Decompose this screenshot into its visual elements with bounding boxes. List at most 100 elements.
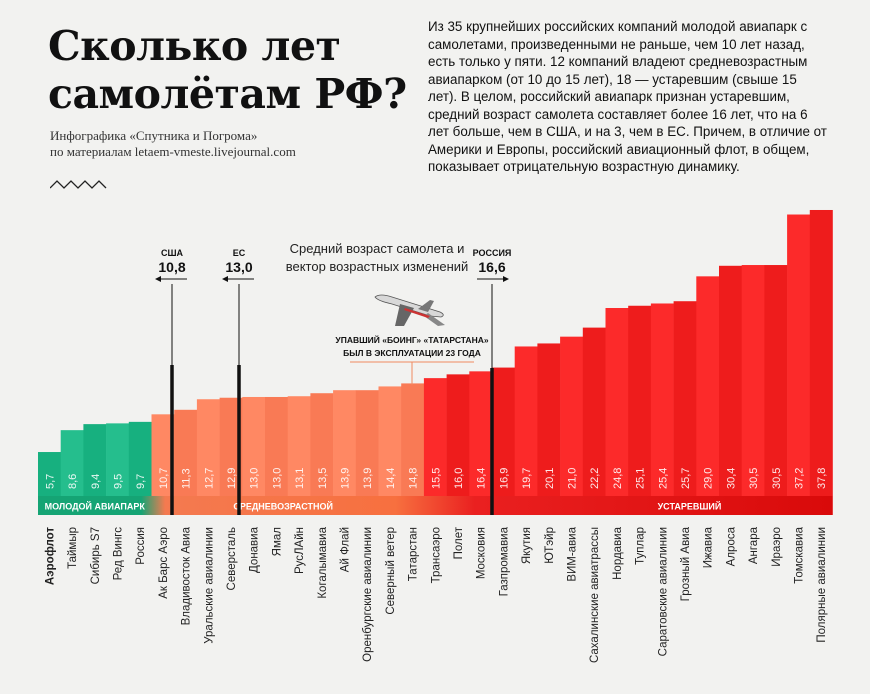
data-label: 30,5	[771, 468, 783, 489]
data-label: 25,4	[657, 468, 669, 489]
data-label: 5,7	[44, 474, 56, 489]
category-label: Ангара	[748, 526, 760, 564]
data-label: 37,8	[816, 468, 828, 489]
category-label: Саратовские авиалинии	[657, 527, 669, 656]
page-title: Сколько лет самолётам РФ?	[48, 22, 407, 118]
bar	[128, 421, 152, 515]
data-label: 9,5	[112, 474, 124, 489]
data-label: 30,4	[725, 468, 737, 489]
reference-value: 16,6	[478, 259, 505, 275]
data-label: 11,3	[181, 468, 193, 489]
category-label: Полет	[453, 526, 465, 559]
category-label: Таймыр	[67, 527, 79, 569]
data-label: 20,1	[544, 468, 556, 489]
bar	[60, 430, 84, 515]
bar	[174, 409, 198, 515]
bar	[401, 383, 425, 515]
category-label: Ираэро	[771, 527, 783, 567]
arrow-left-icon	[222, 276, 228, 282]
category-label: Ижавиа	[703, 526, 715, 568]
data-label: 13,1	[294, 468, 306, 489]
group-label: УСТАРЕВШИЙ	[658, 501, 722, 512]
category-label: Россия	[135, 527, 147, 565]
data-label: 16,4	[476, 468, 488, 489]
category-label: Газпромавиа	[498, 526, 510, 596]
data-label: 13,5	[317, 468, 329, 489]
category-label: Северсталь	[226, 527, 238, 590]
bar	[741, 265, 765, 515]
category-label: Донавиа	[249, 526, 261, 573]
group-label: МОЛОДОЙ АВИАПАРК	[45, 501, 146, 512]
data-label: 8,6	[67, 474, 79, 489]
category-label: Когалымавиа	[317, 526, 329, 598]
bar	[355, 390, 379, 515]
category-label: Ай Флай	[339, 527, 351, 572]
annotation-line-2: БЫЛ В ЭКСПЛУАТАЦИИ 23 ГОДА	[343, 348, 481, 358]
category-label: Ямал	[271, 527, 283, 556]
data-label: 16,9	[498, 468, 510, 489]
bar	[560, 336, 584, 515]
bar	[628, 305, 652, 515]
category-label: Туплар	[635, 527, 647, 565]
data-label: 12,7	[203, 468, 215, 489]
bar	[809, 209, 833, 515]
data-label: 30,5	[748, 468, 760, 489]
group-label: СРЕДНЕВОЗРАСТНОЙ	[233, 501, 333, 512]
data-label: 25,7	[680, 468, 692, 489]
bar	[423, 378, 447, 515]
data-label: 19,7	[521, 468, 533, 489]
bar	[83, 424, 107, 515]
category-label: Трансаэро	[430, 527, 442, 583]
bar	[378, 386, 402, 515]
category-label: ВИМ-авиа	[566, 526, 578, 581]
subtitle-line-2: по материалам letaem-vmeste.livejournal.…	[50, 144, 296, 159]
category-label: Аэрофлот	[44, 527, 56, 586]
category-label: Алроса	[725, 526, 737, 566]
reference-value: 13,0	[225, 259, 252, 275]
annotation-line-1: УПАВШИЙ «БОИНГ» «ТАТАРСТАНА»	[335, 334, 488, 345]
subtitle: Инфографика «Спутника и Погрома» по мате…	[50, 128, 296, 160]
data-label: 14,8	[408, 468, 420, 489]
bar	[787, 214, 811, 515]
category-label: Нордавиа	[612, 526, 624, 579]
subtitle-line-1: Инфографика «Спутника и Погрома»	[50, 128, 258, 143]
data-label: 37,2	[793, 468, 805, 489]
reference-label: ЕС	[233, 248, 246, 258]
category-label: Полярные авиалинии	[816, 527, 828, 643]
bar	[582, 327, 606, 515]
bar	[605, 308, 629, 515]
reference-value: 10,8	[158, 259, 185, 275]
data-label: 25,1	[635, 468, 647, 489]
data-label: 9,4	[90, 474, 102, 489]
data-label: 12,9	[226, 468, 238, 489]
data-label: 15,5	[430, 468, 442, 489]
data-label: 9,7	[135, 474, 147, 489]
category-label: Владивосток Авиа	[181, 526, 193, 625]
category-label: Татарстан	[408, 527, 420, 581]
data-label: 14,4	[385, 468, 397, 489]
bar	[764, 265, 788, 515]
category-label: Северный ветер	[385, 527, 397, 615]
description: Из 35 крупнейших российских компаний мол…	[428, 19, 827, 174]
data-label: 22,2	[589, 468, 601, 489]
category-label: Томскавиа	[793, 526, 805, 583]
bar	[196, 399, 220, 515]
bar	[446, 374, 470, 515]
category-label: Ред Вингс	[112, 527, 124, 581]
category-label: ЮТэйр	[544, 527, 556, 564]
data-label: 13,0	[249, 468, 261, 489]
bar	[287, 396, 311, 515]
bar	[719, 265, 742, 515]
bar	[673, 301, 697, 515]
category-label: Оренбургские авиалинии	[362, 527, 374, 662]
data-label: 21,0	[566, 468, 578, 489]
reference-label: США	[161, 248, 184, 258]
bar	[537, 343, 561, 515]
bar	[696, 276, 720, 515]
data-label: 16,0	[453, 468, 465, 489]
data-label: 29,0	[703, 468, 715, 489]
bar	[469, 371, 493, 515]
reference-label: РОССИЯ	[473, 248, 512, 258]
